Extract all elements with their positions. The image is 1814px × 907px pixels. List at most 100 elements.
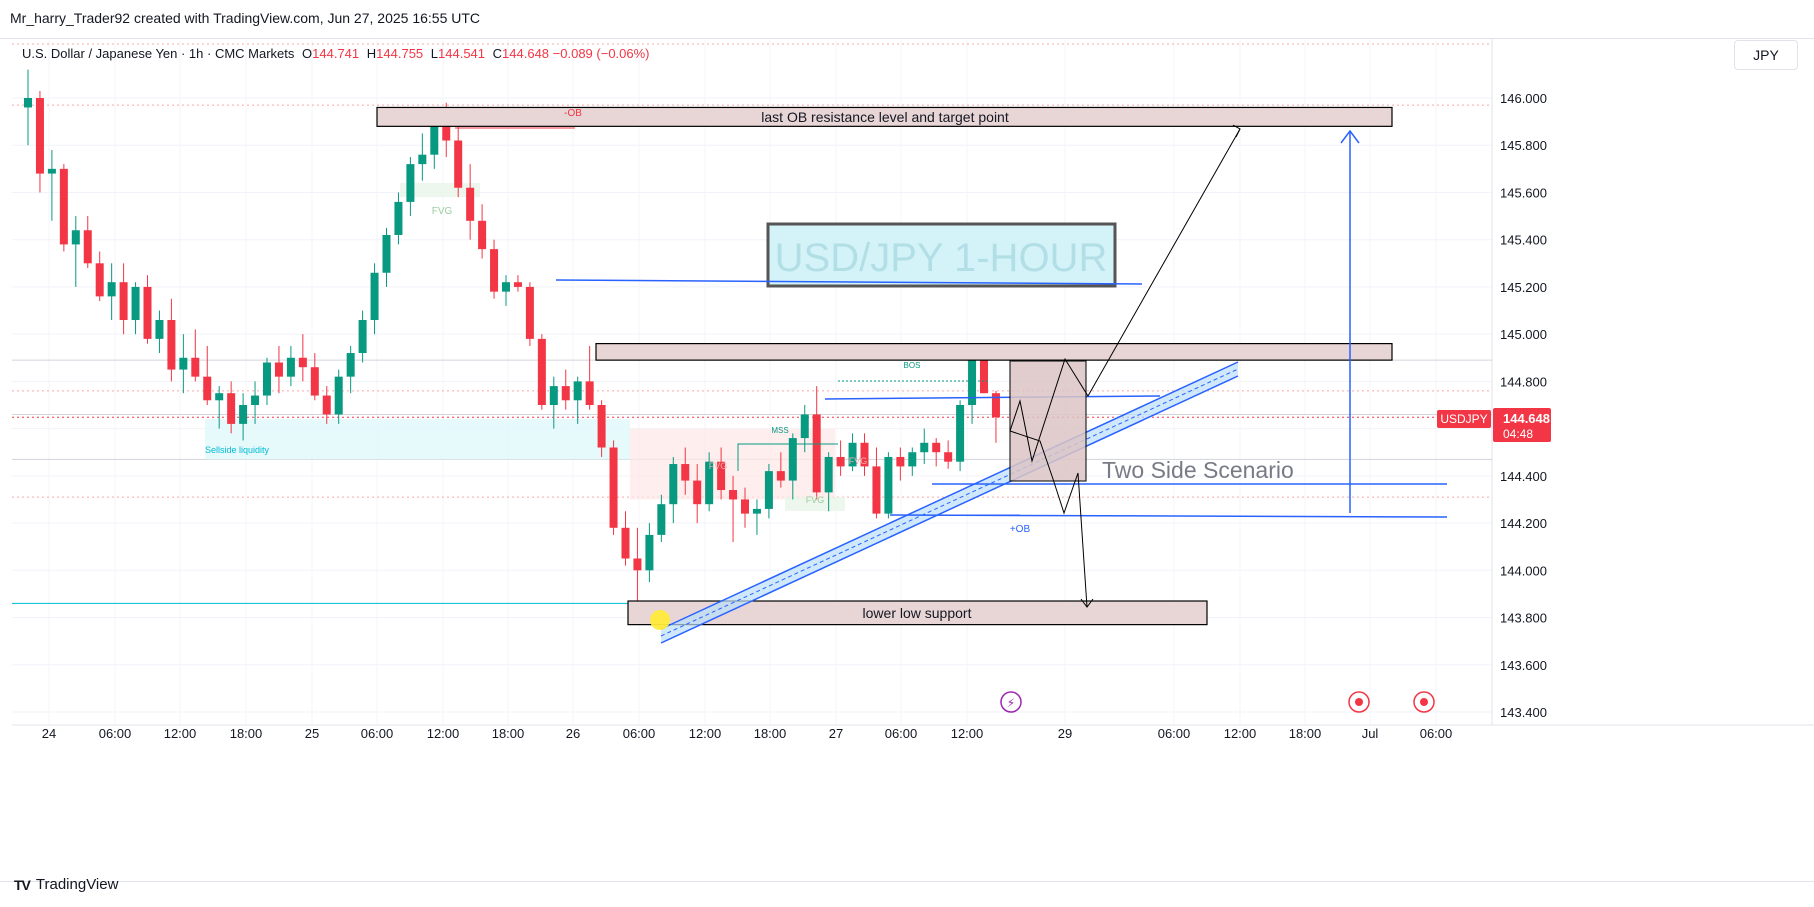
sellside-liquidity-zone <box>205 419 630 460</box>
chart-frame[interactable]: 146.000 145.800 145.600 145.400 145.200 145.0… <box>0 38 1814 882</box>
chart-caption: Mr_harry_Trader92 created with TradingVi… <box>10 10 481 26</box>
y-tick-label: 143.400 <box>1500 705 1547 720</box>
ob-minus-label: -OB <box>564 108 582 119</box>
bullish-candle <box>884 456 893 514</box>
x-tick-label: 12:00 <box>164 726 197 741</box>
bullish-candle <box>418 154 427 165</box>
bullish-candle <box>752 508 761 514</box>
resistance-zone <box>376 106 1393 127</box>
price-badge-countdown: 04:48 <box>1503 427 1533 441</box>
legend-open-label: O <box>302 46 313 61</box>
fvg-mid2-label: FVG <box>849 456 868 466</box>
bullish-candle <box>848 442 857 467</box>
horizontal-level-line <box>555 279 1143 285</box>
brand-name: TradingView <box>35 876 119 893</box>
bearish-candle <box>454 140 463 188</box>
price-badge-value: 144.648 <box>1503 411 1550 426</box>
bearish-candle <box>298 357 307 368</box>
bullish-candle <box>358 319 367 354</box>
bullish-candle <box>263 362 271 396</box>
bearish-candle <box>812 414 821 493</box>
bullish-candle <box>406 164 415 202</box>
trend-channel-mid <box>660 368 1239 637</box>
bullish-candle <box>920 442 929 453</box>
tradingview-logo-icon: TV <box>14 876 31 893</box>
bearish-candle <box>203 376 212 401</box>
title-box <box>766 222 1117 288</box>
y-tick-label: 144.000 <box>1500 563 1547 578</box>
bearish-candle <box>609 447 618 528</box>
bullish-candle <box>430 121 439 155</box>
x-tick-label: 18:00 <box>1289 726 1322 741</box>
ob-zone-middle <box>595 343 1393 361</box>
bearish-candle <box>143 286 152 339</box>
y-tick-label: 144.800 <box>1500 374 1547 389</box>
bullish-scenario-path <box>1009 128 1241 463</box>
bearish-candle <box>322 395 331 415</box>
y-tick-label: 146.000 <box>1500 91 1547 106</box>
bearish-candle <box>167 319 176 370</box>
bearish-candle <box>95 263 104 297</box>
tradingview-brand[interactable]: TV TradingView <box>14 876 118 893</box>
target-range-arrowhead <box>1340 129 1360 144</box>
legend-low-label: L <box>430 46 439 61</box>
bullish-candle <box>549 386 558 405</box>
x-tick-label: 26 <box>566 726 580 741</box>
bearish-candle <box>490 249 499 292</box>
bullish-candle <box>382 234 391 273</box>
y-tick-label: 145.600 <box>1500 185 1547 200</box>
legend-high: 144.755 <box>376 46 424 61</box>
title-box-label: USD/JPY 1-HOUR <box>775 236 1108 280</box>
bullish-candle <box>24 98 32 108</box>
bearish-candle <box>537 338 546 405</box>
bullish-candle <box>394 201 403 235</box>
x-tick-label: 25 <box>305 726 319 741</box>
bullish-candle <box>155 319 164 339</box>
bullish-candle <box>908 452 917 467</box>
ob-plus-label: +OB <box>1010 524 1031 535</box>
scenario-label: Two Side Scenario <box>1102 457 1294 483</box>
bearish-candle <box>693 480 702 505</box>
lightning-event-icon <box>1000 691 1022 713</box>
bullish-candle <box>669 464 678 505</box>
legend-instrument: U.S. Dollar / Japanese Yen · 1h · CMC Ma… <box>22 46 295 61</box>
bullish-candle <box>370 272 379 320</box>
lightning-glyph-icon: ⚡ <box>1007 696 1015 710</box>
x-tick-label: 29 <box>1058 726 1072 741</box>
candlestick-chart[interactable]: 146.000 145.800 145.600 145.400 145.200 145.0… <box>0 39 1814 881</box>
y-tick-label: 143.600 <box>1500 658 1547 673</box>
x-tick-label: 24 <box>42 726 56 741</box>
bearish-arrowhead <box>1080 598 1094 608</box>
fvg-low-label: FVG <box>806 495 825 505</box>
bullish-candle <box>956 405 965 462</box>
bullish-candle <box>968 357 977 405</box>
economic-event-icon <box>1348 691 1370 713</box>
legend-change: −0.089 (−0.06%) <box>552 46 650 61</box>
bearish-candle <box>561 386 570 401</box>
bearish-candle <box>35 98 44 174</box>
bullish-candle <box>334 376 343 415</box>
x-tick-label: 27 <box>829 726 843 741</box>
scenario-box <box>1009 360 1087 482</box>
bearish-candle <box>896 456 905 467</box>
bearish-candle <box>597 405 606 448</box>
x-tick-label: Jul <box>1362 726 1379 741</box>
x-tick-label: 12:00 <box>689 726 722 741</box>
bearish-candle <box>310 367 319 396</box>
economic-event-icon <box>1413 691 1435 713</box>
legend-high-label: H <box>366 46 377 61</box>
bearish-candle <box>681 464 690 481</box>
bearish-candle <box>729 490 738 500</box>
x-tick-label: 12:00 <box>1224 726 1257 741</box>
sellside-liquidity-label: Sellside liquidity <box>205 445 270 455</box>
x-tick-label: 12:00 <box>427 726 460 741</box>
x-tick-label: 06:00 <box>623 726 656 741</box>
fvg-zone <box>630 428 835 500</box>
bullish-candle <box>107 282 116 297</box>
bearish-candle <box>944 452 953 462</box>
currency-button[interactable]: JPY <box>1734 40 1798 70</box>
bearish-candle <box>525 286 534 339</box>
y-tick-label: 144.400 <box>1500 469 1547 484</box>
economic-event-dot-icon <box>1355 698 1363 706</box>
bearish-candle <box>513 282 522 287</box>
